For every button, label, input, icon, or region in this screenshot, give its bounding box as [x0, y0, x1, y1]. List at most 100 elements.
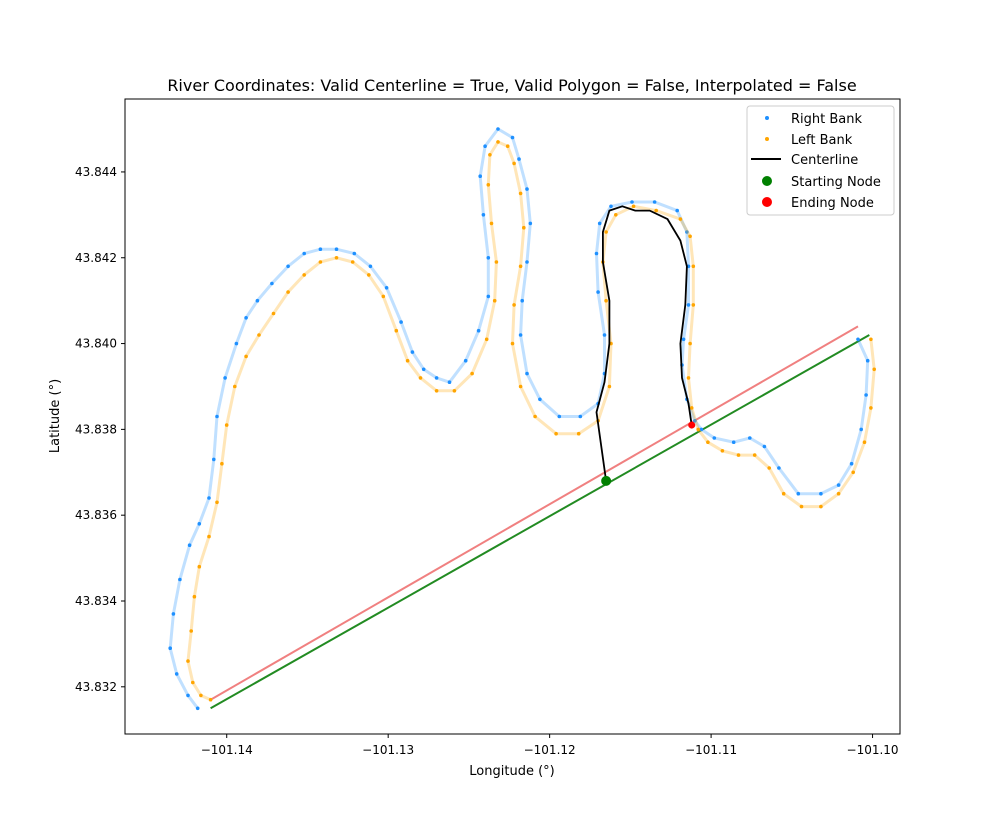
right-bank-point: [171, 612, 176, 616]
right-bank-point: [819, 491, 823, 496]
right-bank-outline: [168, 127, 870, 710]
left-bank-point: [799, 504, 804, 509]
left-bank-point: [496, 140, 500, 144]
plot-frame: [124, 98, 901, 735]
left-bank-point: [836, 491, 841, 496]
left-bank-point: [492, 298, 497, 303]
x-tick-label: −101.13: [362, 743, 414, 757]
right-bank-point: [528, 221, 533, 226]
legend-label-starting-node: Starting Node: [791, 175, 881, 190]
chart-title: River Coordinates: Valid Centerline = Tr…: [167, 76, 856, 95]
right-bank-point: [483, 144, 487, 148]
legend-marker-left-bank: [765, 137, 769, 141]
right-bank-point: [476, 328, 481, 333]
x-tick-label: −101.14: [201, 743, 253, 757]
connector-line-1: [210, 334, 870, 710]
right-bank-point: [849, 461, 854, 466]
right-bank-point: [496, 127, 500, 131]
left-bank-point: [405, 358, 410, 363]
left-bank-point: [233, 384, 237, 389]
y-tick-label: 43.838: [75, 422, 117, 436]
left-bank-point: [318, 260, 323, 264]
right-bank-point: [578, 414, 583, 419]
right-bank-point: [421, 367, 426, 372]
centerline: [595, 205, 693, 482]
right-bank-point: [334, 247, 339, 251]
left-bank-point: [691, 303, 696, 307]
left-bank-point: [394, 328, 399, 333]
right-bank-point: [597, 221, 602, 226]
left-bank-point: [512, 303, 516, 307]
left-bank-point: [720, 449, 725, 453]
ending-node: [688, 421, 696, 429]
right-bank-point: [368, 264, 373, 269]
right-bank-point: [557, 414, 562, 419]
right-bank-point: [270, 281, 274, 286]
left-bank-point: [781, 491, 786, 496]
right-bank-point: [174, 672, 179, 676]
legend-item-starting-node: Starting Node: [762, 175, 881, 190]
x-axis-label: Longitude (°): [469, 764, 554, 779]
right-bank-point: [864, 393, 868, 397]
y-axis-label: Latitude (°): [48, 379, 63, 453]
y-tick-label: 43.844: [75, 165, 117, 179]
left-bank-point: [191, 680, 195, 685]
right-bank-point: [675, 208, 679, 213]
left-bank-point: [736, 453, 741, 457]
right-bank-point: [762, 444, 767, 449]
left-bank-point: [631, 204, 636, 209]
right-bank-point: [447, 380, 452, 385]
y-tick-label: 43.834: [75, 594, 117, 608]
left-bank-point: [484, 337, 489, 342]
left-bank-point: [505, 144, 510, 148]
y-tick-label: 43.842: [75, 251, 117, 265]
right-bank-point: [195, 706, 200, 711]
right-bank-point: [630, 200, 634, 204]
left-bank-point: [334, 255, 339, 260]
left-bank-point: [872, 367, 876, 372]
right-bank-point: [518, 333, 523, 337]
right-bank-point: [486, 255, 491, 260]
right-bank-point: [538, 397, 542, 402]
left-bank-point: [494, 260, 499, 264]
left-bank-point: [752, 453, 757, 457]
left-bank-point: [452, 389, 457, 393]
left-bank-point: [819, 504, 823, 509]
right-bank-point: [207, 496, 211, 500]
legend-label-centerline: Centerline: [791, 153, 858, 168]
right-bank-point: [486, 294, 491, 299]
x-tick-label: −101.10: [847, 743, 899, 757]
right-bank-point: [602, 333, 607, 337]
legend-marker-starting-node: [762, 176, 772, 186]
legend-item-ending-node: Ending Node: [762, 196, 874, 211]
right-bank-point: [215, 414, 219, 419]
left-bank-point: [192, 594, 197, 599]
plot-area: [168, 127, 876, 711]
right-bank-point: [186, 693, 190, 698]
legend-label-right-bank: Right Bank: [791, 112, 862, 127]
left-bank-point: [614, 213, 618, 217]
connector-line-0: [210, 325, 859, 701]
right-bank-point: [197, 522, 202, 526]
right-bank-point: [318, 247, 323, 251]
left-bank-point: [604, 298, 608, 303]
left-bank-point: [489, 221, 494, 226]
y-tick-label: 43.840: [75, 337, 117, 351]
left-bank-point: [554, 431, 558, 436]
legend-label-ending-node: Ending Node: [791, 196, 874, 211]
legend-label-left-bank: Left Bank: [791, 133, 853, 148]
left-bank-point: [244, 354, 248, 359]
left-bank-point: [488, 153, 492, 157]
left-bank-point: [691, 264, 696, 269]
y-tick-label: 43.836: [75, 508, 117, 522]
right-bank-point: [399, 320, 403, 324]
right-bank-point: [212, 457, 216, 462]
y-axis: 43.832 43.834 43.836 43.838 43.840 43.842 43.8…: [75, 165, 125, 694]
left-bank-point: [418, 376, 423, 380]
right-bank-point: [352, 251, 357, 256]
left-bank-points: [186, 140, 876, 702]
right-bank-point: [510, 135, 515, 140]
right-bank-point: [410, 350, 415, 354]
legend-marker-ending-node: [762, 197, 772, 207]
left-bank-point: [869, 406, 873, 410]
